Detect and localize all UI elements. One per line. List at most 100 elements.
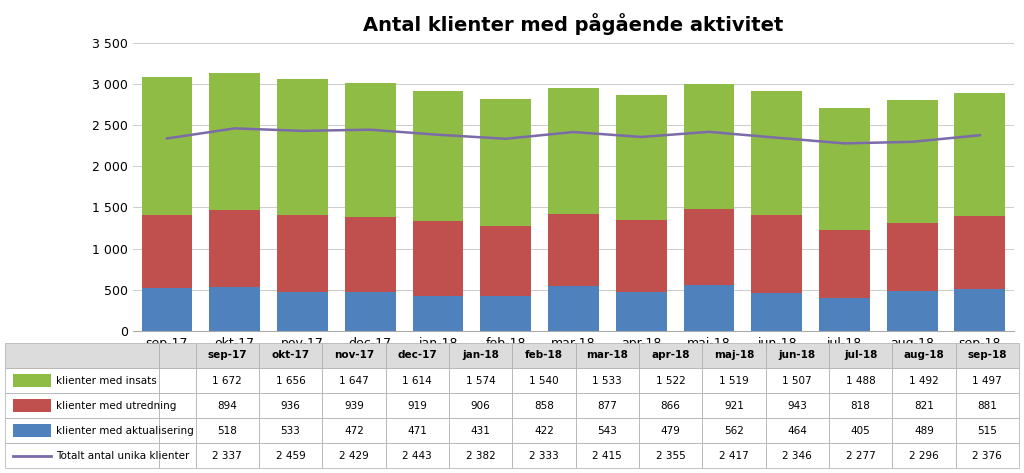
Text: 422: 422 (534, 426, 554, 436)
Text: 1 533: 1 533 (592, 376, 623, 385)
Text: 1 507: 1 507 (782, 376, 812, 385)
Text: 2 277: 2 277 (846, 451, 876, 461)
Bar (480, 296, 531, 331)
Text: 2 346: 2 346 (782, 451, 812, 461)
Text: 919: 919 (408, 401, 427, 411)
Text: 2 382: 2 382 (466, 451, 496, 461)
Text: 1 614: 1 614 (402, 376, 432, 385)
Bar (278, 215, 328, 292)
Text: 2 443: 2 443 (402, 451, 432, 461)
Bar (615, 95, 667, 220)
Text: klienter med utredning: klienter med utredning (56, 401, 177, 411)
Text: 866: 866 (660, 401, 681, 411)
Text: 2 376: 2 376 (973, 451, 1002, 461)
Text: 471: 471 (408, 426, 427, 436)
Title: Antal klienter med pågående aktivitet: Antal klienter med pågående aktivitet (364, 13, 783, 35)
Text: 543: 543 (597, 426, 617, 436)
Bar (141, 289, 193, 331)
Text: mar-18: mar-18 (587, 350, 628, 360)
Bar (684, 285, 734, 331)
Bar (684, 84, 734, 209)
Bar (954, 93, 1006, 216)
Bar (480, 226, 531, 296)
Text: 821: 821 (914, 401, 934, 411)
Text: 1 656: 1 656 (275, 376, 305, 385)
Text: 479: 479 (660, 426, 681, 436)
Bar (345, 83, 395, 217)
Bar (548, 88, 599, 214)
Text: jun-18: jun-18 (778, 350, 816, 360)
Text: 936: 936 (281, 401, 300, 411)
Text: 1 519: 1 519 (719, 376, 749, 385)
Bar (887, 223, 938, 291)
Text: 1 647: 1 647 (339, 376, 369, 385)
Bar (345, 217, 395, 292)
Bar (413, 221, 463, 296)
Text: 906: 906 (471, 401, 490, 411)
Text: nov-17: nov-17 (334, 350, 374, 360)
Bar (615, 292, 667, 331)
Text: sep-18: sep-18 (968, 350, 1007, 360)
Bar (819, 298, 869, 331)
Text: sep-17: sep-17 (208, 350, 247, 360)
Text: 2 296: 2 296 (909, 451, 939, 461)
Text: aug-18: aug-18 (903, 350, 944, 360)
Text: dec-17: dec-17 (397, 350, 437, 360)
Text: 2 459: 2 459 (275, 451, 305, 461)
Text: 1 522: 1 522 (655, 376, 685, 385)
Text: okt-17: okt-17 (271, 350, 309, 360)
Text: 562: 562 (724, 426, 743, 436)
Text: 894: 894 (217, 401, 238, 411)
Text: 472: 472 (344, 426, 364, 436)
Text: klienter med insats: klienter med insats (56, 376, 157, 385)
Text: jul-18: jul-18 (844, 350, 878, 360)
Text: 858: 858 (534, 401, 554, 411)
Bar (548, 214, 599, 286)
Bar (209, 210, 260, 287)
Text: 1 672: 1 672 (212, 376, 242, 385)
Text: klienter med aktualisering: klienter med aktualisering (56, 426, 195, 436)
Bar (413, 296, 463, 331)
Text: feb-18: feb-18 (525, 350, 563, 360)
Text: 2 429: 2 429 (339, 451, 369, 461)
Bar (752, 91, 802, 215)
Text: 1 492: 1 492 (909, 376, 939, 385)
Text: 515: 515 (977, 426, 997, 436)
Text: 2 417: 2 417 (719, 451, 749, 461)
Bar (819, 108, 869, 230)
Bar (954, 216, 1006, 289)
Text: 1 540: 1 540 (529, 376, 559, 385)
Text: 533: 533 (281, 426, 300, 436)
Text: 431: 431 (471, 426, 490, 436)
Text: 921: 921 (724, 401, 743, 411)
Text: Totalt antal unika klienter: Totalt antal unika klienter (56, 451, 189, 461)
Text: 464: 464 (787, 426, 807, 436)
Text: 2 333: 2 333 (529, 451, 559, 461)
Text: maj-18: maj-18 (714, 350, 754, 360)
Bar (887, 100, 938, 223)
Bar (413, 91, 463, 221)
Text: 1 574: 1 574 (466, 376, 496, 385)
Bar (548, 286, 599, 331)
Text: 2 415: 2 415 (592, 451, 623, 461)
Text: 2 337: 2 337 (212, 451, 242, 461)
Bar (752, 293, 802, 331)
Text: 405: 405 (851, 426, 870, 436)
Text: 877: 877 (597, 401, 617, 411)
Bar (615, 220, 667, 292)
Text: jan-18: jan-18 (462, 350, 499, 360)
Text: 1 497: 1 497 (973, 376, 1002, 385)
Text: 518: 518 (217, 426, 238, 436)
Bar (209, 73, 260, 210)
Bar (480, 99, 531, 226)
Text: 818: 818 (851, 401, 870, 411)
Text: 489: 489 (914, 426, 934, 436)
Text: apr-18: apr-18 (651, 350, 690, 360)
Text: 1 488: 1 488 (846, 376, 876, 385)
Bar (954, 289, 1006, 331)
Bar (278, 292, 328, 331)
Text: 2 355: 2 355 (655, 451, 685, 461)
Text: 881: 881 (977, 401, 997, 411)
Bar (752, 215, 802, 293)
Bar (345, 292, 395, 331)
